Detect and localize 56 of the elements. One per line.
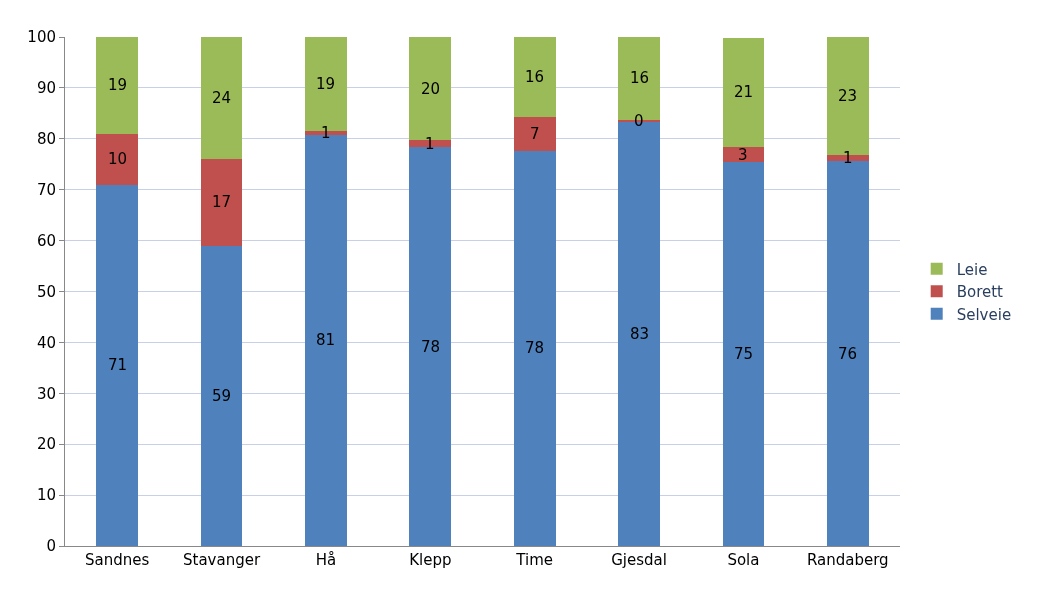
bar — [722, 162, 765, 546]
y-tick-label: 50 — [36, 282, 56, 301]
y-tick-label: 60 — [36, 231, 56, 250]
data-label: 24 — [212, 89, 232, 107]
bar — [96, 184, 139, 546]
data-label: 78 — [421, 338, 441, 356]
x-tick-label: Klepp — [409, 551, 452, 569]
data-label: 7 — [530, 125, 540, 143]
data-label: 83 — [630, 325, 650, 343]
data-label: 16 — [630, 69, 650, 87]
legend-label: Leie — [956, 260, 988, 279]
y-tick-label: 90 — [36, 79, 56, 98]
data-label: 78 — [525, 339, 545, 357]
data-label: 21 — [734, 83, 754, 101]
data-label: 76 — [838, 345, 858, 363]
data-label: 16 — [525, 68, 545, 86]
x-tick-label: Sandnes — [85, 551, 150, 569]
legend-label: Borett — [956, 283, 1004, 302]
data-label: 3 — [738, 146, 748, 164]
data-label: 19 — [316, 75, 336, 93]
y-tick-label: 30 — [36, 384, 56, 403]
y-tick-label: 0 — [46, 537, 56, 556]
bar — [826, 161, 869, 546]
x-tick-label: Stavanger — [183, 551, 261, 569]
x-tick-label: Hå — [315, 551, 337, 569]
y-tick-label: 20 — [36, 435, 56, 454]
bar — [200, 245, 243, 546]
x-tick-label: Time — [515, 551, 554, 569]
data-label: 0 — [634, 112, 644, 130]
y-tick-label: 80 — [36, 130, 56, 149]
legend-label: Selveie — [956, 305, 1012, 324]
data-label: 17 — [212, 193, 232, 211]
x-tick-label: Sola — [727, 551, 760, 569]
y-tick-label: 10 — [36, 486, 56, 505]
data-label: 75 — [734, 345, 754, 363]
data-label: 81 — [316, 331, 336, 349]
data-label: 23 — [838, 87, 858, 105]
bar — [722, 38, 765, 147]
bar — [96, 133, 139, 185]
bar — [513, 37, 556, 117]
bar — [513, 116, 556, 151]
data-label: 20 — [421, 80, 441, 98]
data-label: 59 — [212, 387, 232, 405]
y-tick-label: 70 — [36, 180, 56, 199]
bar — [200, 37, 243, 160]
bar — [513, 150, 556, 546]
bar — [96, 37, 139, 134]
data-label: 10 — [108, 150, 128, 168]
y-tick-label: 100 — [27, 28, 56, 47]
bar — [409, 147, 452, 546]
bar — [200, 159, 243, 246]
data-label: 71 — [108, 356, 128, 374]
y-tick-label: 40 — [36, 333, 56, 352]
x-tick-label: Randaberg — [806, 551, 889, 569]
data-label: 19 — [108, 76, 128, 94]
x-tick-label: Gjesdal — [611, 551, 667, 569]
